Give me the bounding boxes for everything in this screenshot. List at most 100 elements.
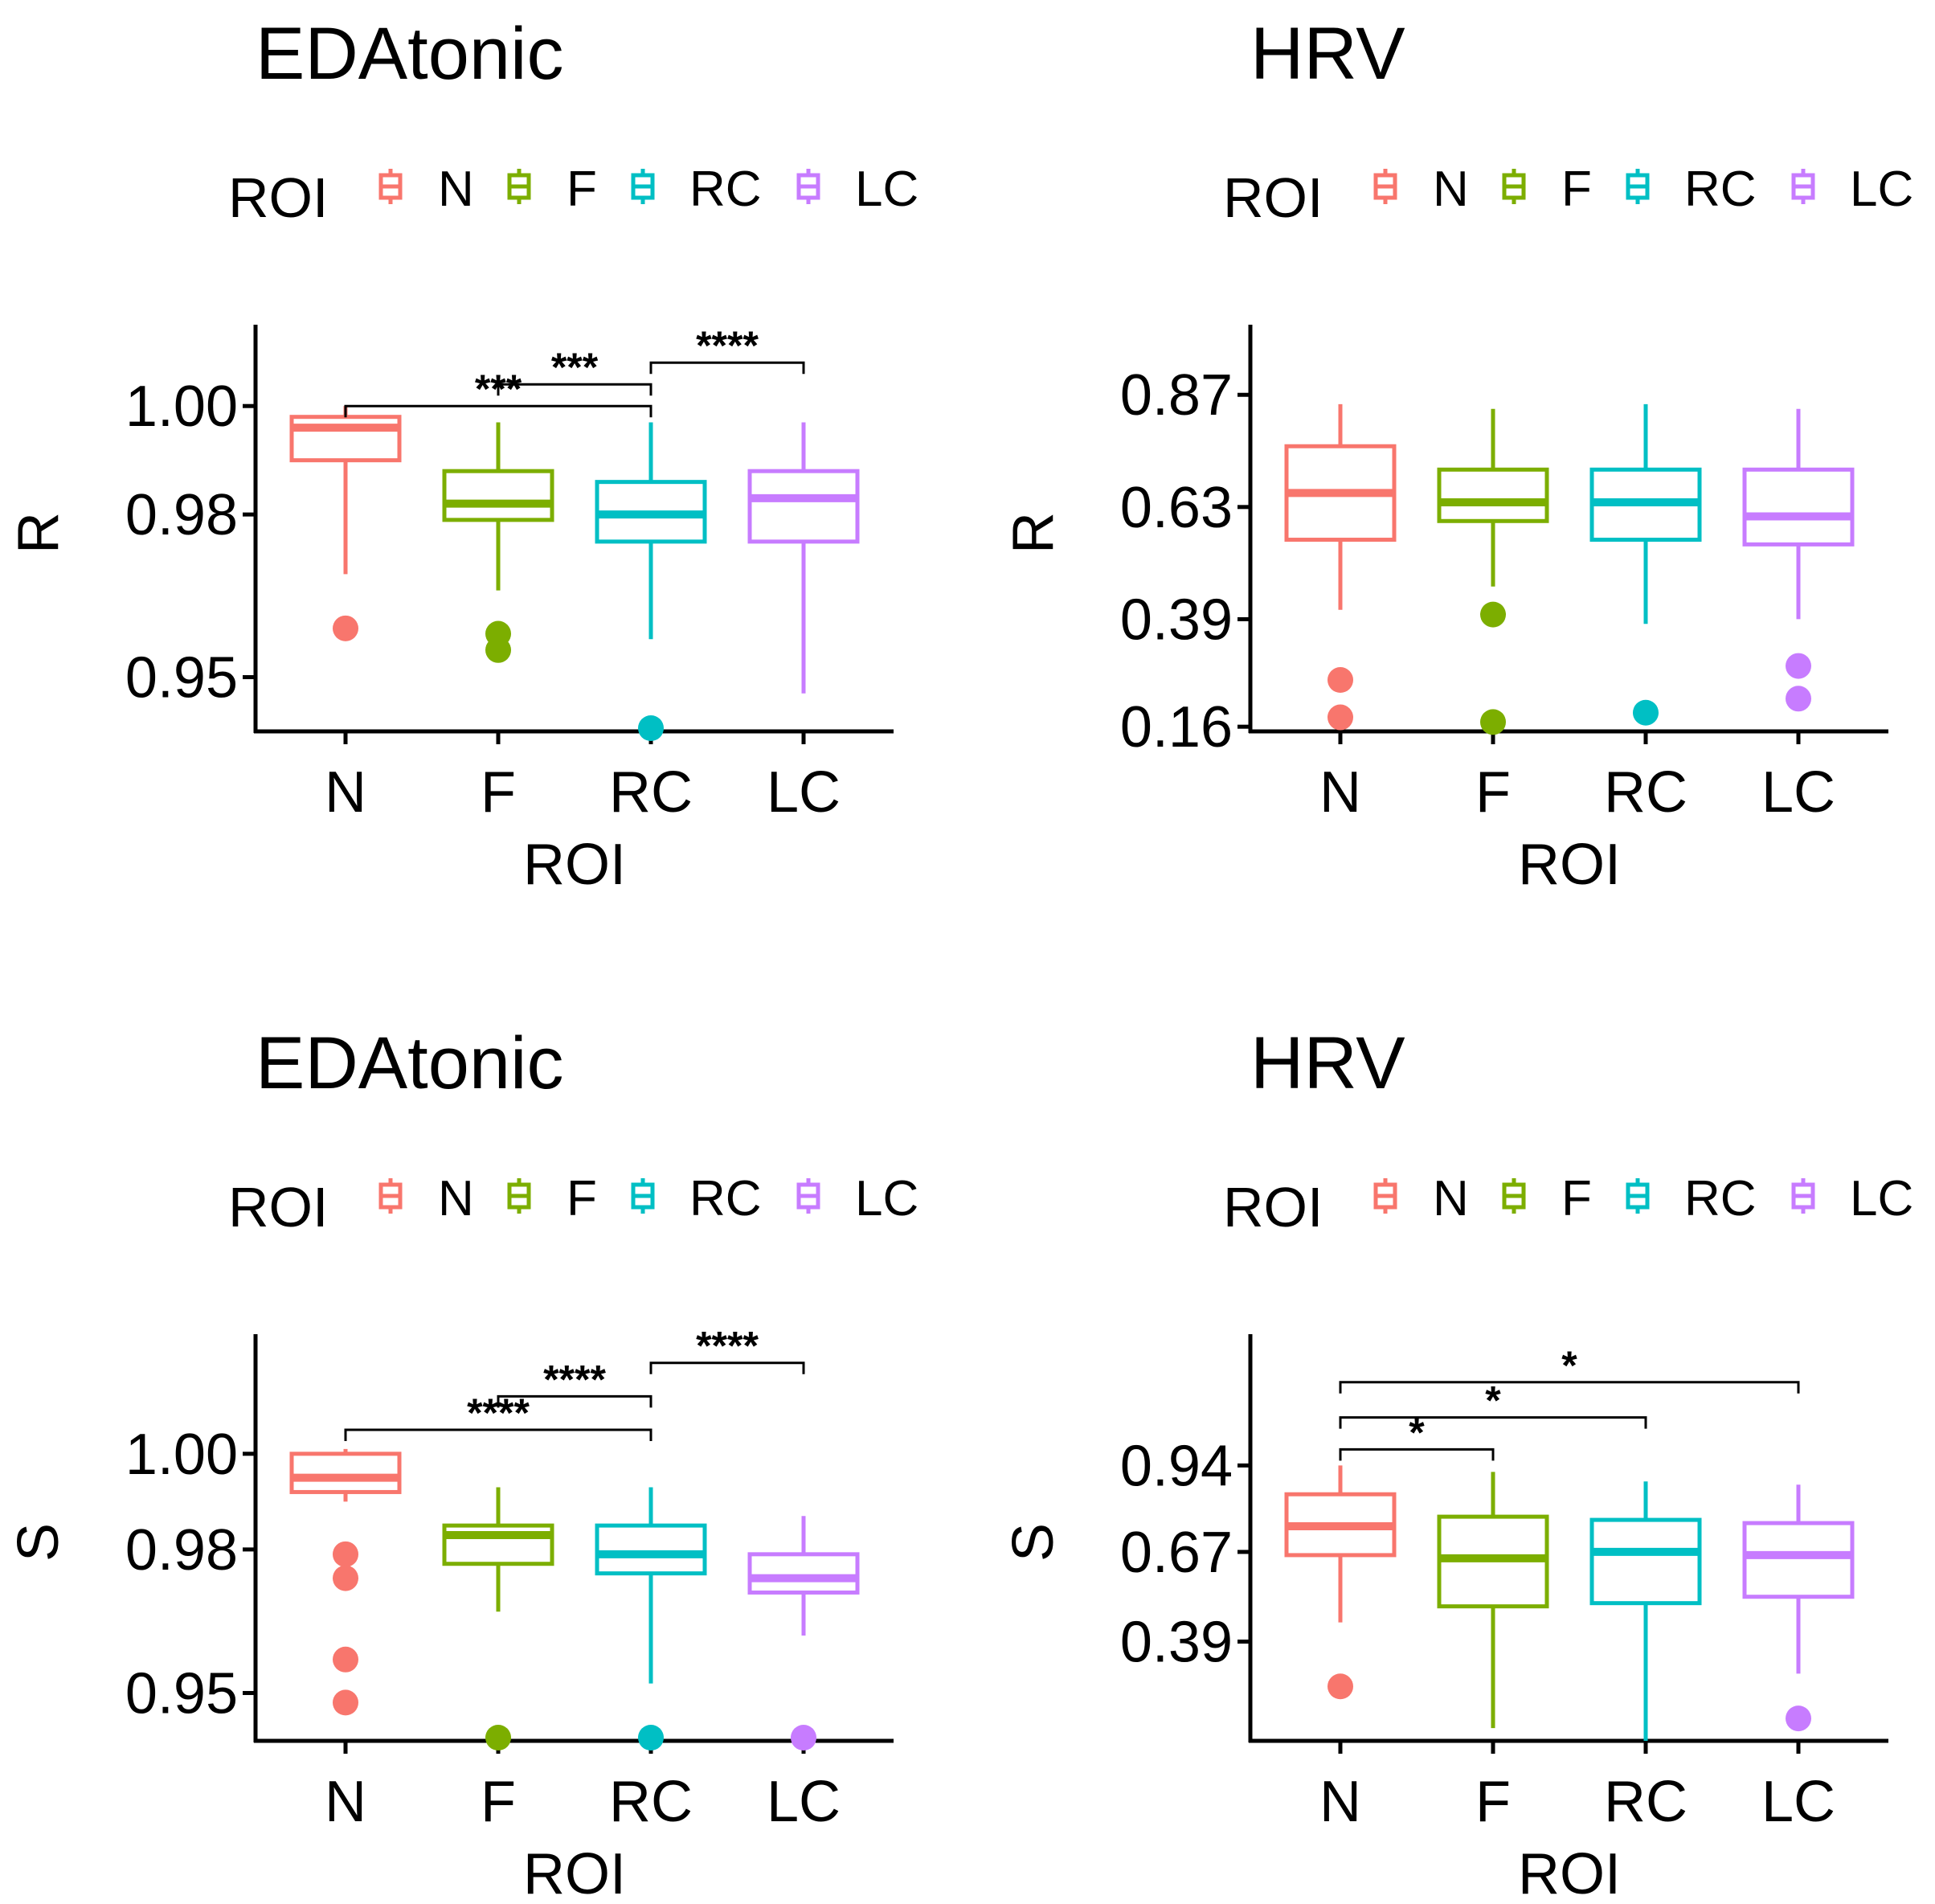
legend-label-f: F (567, 162, 597, 217)
outlier-point (485, 1725, 511, 1750)
significance-bracket: **** (649, 1324, 805, 1374)
legend-label-lc: LC (1850, 1171, 1913, 1226)
legend-key-rc-icon (631, 1178, 655, 1214)
outlier-point (333, 615, 358, 641)
legend-key-f-icon (507, 169, 531, 204)
legend-key-lc-icon (1791, 1178, 1815, 1214)
outlier-point (1328, 667, 1353, 694)
y-tick-label: 1.00 (125, 375, 238, 439)
y-tick-label: 0.95 (125, 646, 238, 710)
legend-key-rc-icon (1626, 169, 1650, 204)
legend-label-rc: RC (1684, 162, 1757, 217)
x-tick-label: F (481, 1770, 516, 1834)
outlier-point (1786, 653, 1811, 679)
legend-label-lc: LC (855, 1171, 918, 1226)
box-rc (595, 422, 707, 741)
significance-bracket: * (1339, 1378, 1647, 1429)
x-tick-label: LC (1761, 1770, 1835, 1834)
legend-label-lc: LC (855, 162, 918, 217)
y-tick-label: 0.87 (1120, 363, 1233, 428)
outlier-point (485, 637, 511, 663)
legend-label-n: N (438, 1171, 474, 1226)
panel-hrv-s: HRV ROI N F RC LC 0.39 0.67 0.94 N F RC LC ROI S * * * (1001, 1022, 1913, 1904)
bracket-line (1339, 1381, 1800, 1394)
outlier-point (333, 1646, 358, 1673)
x-tick-label: RC (609, 1770, 693, 1834)
y-tick-label: 0.95 (125, 1661, 238, 1726)
panel-edatonic-r: EDAtonic ROI N F RC LC 0.95 0.98 1.00 N F RC LC ROI R *… (6, 13, 918, 897)
y-axis-title: S (6, 1523, 71, 1562)
box-iqr (1589, 1517, 1702, 1606)
legend-label-rc: RC (689, 1171, 762, 1226)
bracket-line (344, 404, 652, 418)
outlier-point (1633, 699, 1659, 726)
x-tick-label: LC (767, 1770, 841, 1834)
chart-title: HRV (1250, 1022, 1405, 1104)
x-tick-label: F (481, 760, 516, 825)
box-lc (1742, 408, 1855, 712)
x-tick-label: N (325, 1770, 366, 1834)
panel-hrv-r: HRV ROI N F RC LC 0.16 0.39 0.63 0.87 N F RC LC ROI R (1001, 13, 1913, 897)
x-tick-label: LC (767, 760, 841, 825)
legend-label-f: F (1561, 1171, 1592, 1226)
bracket-line (497, 383, 652, 396)
significance-label: * (1409, 1410, 1425, 1455)
box-iqr (289, 1452, 402, 1494)
legend-label-n: N (438, 162, 474, 217)
significance-label: * (1561, 1343, 1577, 1388)
x-axis-title: ROI (523, 833, 626, 897)
bracket-line (649, 1361, 805, 1374)
outlier-point (791, 1725, 816, 1750)
bracket-line (497, 1394, 652, 1408)
significance-label: **** (543, 1357, 606, 1402)
legend-key-lc-icon (796, 1178, 820, 1214)
outlier-point (333, 1541, 358, 1567)
legend-key-n-icon (1373, 1178, 1397, 1214)
chart-title: EDAtonic (256, 1022, 564, 1104)
box-lc (1742, 1484, 1855, 1732)
box-n (289, 1448, 402, 1716)
bracket-line (1339, 1416, 1647, 1429)
box-iqr (1437, 467, 1549, 523)
legend-label-f: F (567, 1171, 597, 1226)
legend-key-n-icon (378, 169, 403, 204)
box-iqr (289, 415, 402, 463)
legend-title: ROI (1223, 1176, 1323, 1239)
legend-key-n-icon (1373, 169, 1397, 204)
x-axis-title: ROI (1518, 1842, 1621, 1904)
box-iqr (747, 1552, 860, 1595)
significance-bracket: **** (497, 1357, 652, 1408)
outlier-point (1786, 686, 1811, 712)
box-iqr (1742, 1521, 1855, 1599)
legend-key-lc-icon (1791, 169, 1815, 204)
box-n (1284, 1465, 1397, 1700)
panel-edatonic-s: EDAtonic ROI N F RC LC 0.95 0.98 1.00 N F RC LC ROI S *… (6, 1022, 918, 1904)
x-tick-label: LC (1761, 760, 1835, 825)
significance-label: *** (551, 345, 599, 390)
box-n (289, 406, 402, 641)
outlier-point (1480, 601, 1506, 628)
legend-key-lc-icon (796, 169, 820, 204)
legend-label-rc: RC (1684, 1171, 1757, 1226)
chart-title: HRV (1250, 13, 1405, 95)
y-tick-label: 0.63 (1120, 476, 1233, 540)
box-n (1284, 403, 1397, 731)
significance-bracket: **** (649, 323, 805, 375)
x-tick-label: N (325, 760, 366, 825)
bracket-line (1339, 1447, 1495, 1461)
box-iqr (1742, 467, 1855, 547)
legend-key-n-icon (378, 1178, 403, 1214)
legend-title: ROI (228, 1176, 328, 1239)
legend-key-f-icon (507, 1178, 531, 1214)
significance-bracket: * (1339, 1410, 1495, 1461)
significance-label: **** (696, 323, 759, 368)
outlier-point (1480, 709, 1506, 735)
box-f (442, 422, 554, 663)
outlier-point (638, 1725, 664, 1750)
x-axis-title: ROI (1518, 833, 1621, 897)
x-tick-label: RC (1604, 1770, 1688, 1834)
legend-label-n: N (1433, 162, 1469, 217)
bracket-line (344, 1428, 652, 1442)
outlier-point (1328, 704, 1353, 731)
